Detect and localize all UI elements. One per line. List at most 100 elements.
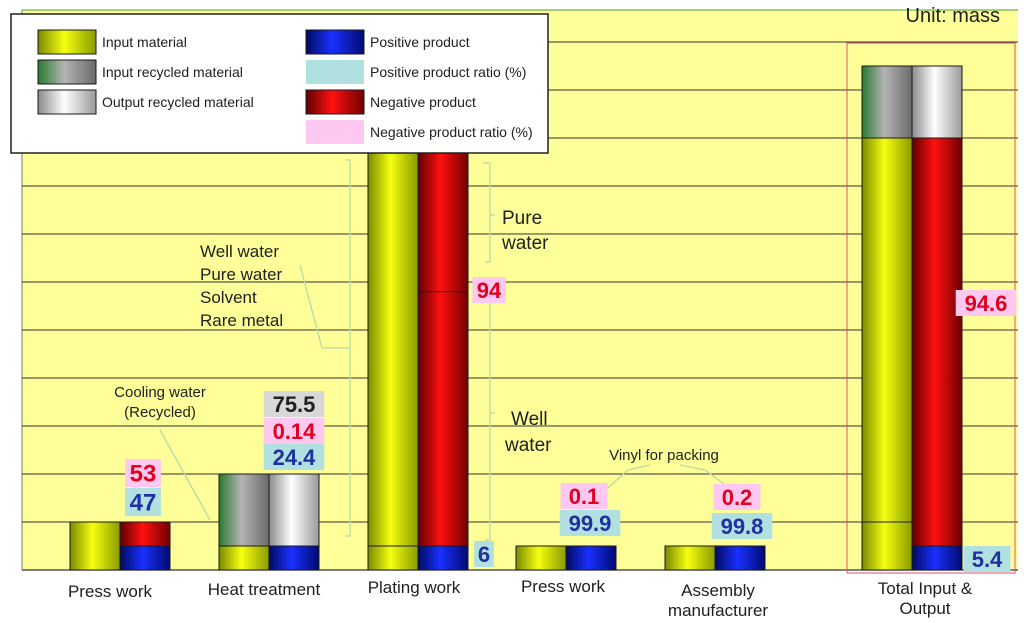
- bar-plating-work-input-input-material: [367, 147, 419, 547]
- legend-label: Positive product: [370, 34, 470, 50]
- plating-inputs-line1: Well water: [200, 242, 279, 261]
- legend-label: Negative product ratio (%): [370, 124, 533, 140]
- label-rec-75-5: 75.5: [273, 392, 316, 417]
- cooling-water-connector: [159, 429, 211, 521]
- plating-inputs-line2: Pure water: [200, 265, 283, 284]
- plating-left-bracket: [322, 159, 351, 537]
- label-box-neg: [125, 459, 161, 487]
- vinyl-connector-left: [599, 464, 651, 496]
- label-box-neg: [560, 483, 608, 509]
- label-box-pos: [711, 513, 773, 539]
- category-label-press-work-1: Press work: [68, 582, 153, 601]
- category-label-plating-work: Plating work: [368, 578, 461, 597]
- plating-left-leader: [299, 264, 323, 349]
- legend-box: [10, 13, 549, 154]
- legend: Input material Input recycled material Out…: [10, 13, 549, 154]
- legend-swatch: [306, 120, 364, 144]
- legend-items: Input material Input recycled material Out…: [37, 29, 533, 144]
- legend-item-positive-product-ratio: Positive product ratio (%): [306, 60, 526, 84]
- bar-total-input-output-output-positive-product: [911, 545, 963, 571]
- label-neg-94-6: 94.6: [965, 291, 1008, 316]
- bar-assembly-manufacturer-output-positive-product: [714, 545, 766, 571]
- label-neg-0-2: 0.2: [722, 485, 753, 510]
- bar-assembly-manufacturer-input-input-material: [664, 545, 716, 571]
- category-labels: Press work Heat treatment Plating work P…: [68, 577, 973, 620]
- label-neg-94: 94: [477, 278, 502, 303]
- legend-item-input-recycled-material: Input recycled material: [37, 59, 243, 85]
- category-label-total: Total Input & Output: [878, 579, 973, 618]
- category-label-assembly: Assembly manufacturer: [668, 581, 768, 620]
- label-neg-0-14: 0.14: [273, 419, 317, 444]
- label-box-pos: [559, 510, 621, 536]
- plating-inputs-line3: Solvent: [200, 288, 257, 307]
- bar-plating-work-input-input-material: [367, 545, 419, 571]
- label-box-pos: [263, 444, 325, 470]
- legend-item-negative-product: Negative product: [305, 89, 476, 115]
- bar-total-input-output-output-negative-product: [911, 137, 963, 547]
- bar-plating-work-output-negative-product: [417, 147, 469, 293]
- legend-swatch: [37, 89, 97, 115]
- legend-swatch: [305, 29, 365, 55]
- category-label-press-work-2: Press work: [521, 577, 606, 596]
- label-box-neg: [955, 290, 1017, 316]
- label-pos-5-4: 5.4: [972, 547, 1003, 572]
- bar-heat-treatment-output-output-recycled-material: [268, 473, 320, 547]
- label-box-pos: [963, 546, 1011, 572]
- label-box-pos: [474, 541, 494, 567]
- bar-press-work-input-input-material: [69, 521, 121, 571]
- bar-plating-work-output-negative-product: [417, 291, 469, 547]
- label-box-neg: [713, 484, 761, 510]
- legend-swatch: [37, 29, 97, 55]
- bar-press-work-output-positive-product: [119, 545, 171, 571]
- well-water-line1: Well: [511, 409, 548, 430]
- label-pos-99-9: 99.9: [569, 511, 612, 536]
- cooling-water-annotation-line2: (Recycled): [124, 404, 196, 421]
- unit-label: Unit: mass: [906, 5, 1000, 27]
- bar-heat-treatment-output-positive-product: [268, 545, 320, 571]
- legend-item-input-material: Input material: [37, 29, 187, 55]
- legend-label: Positive product ratio (%): [370, 64, 526, 80]
- bar-total-input-output-input-input-material: [861, 521, 913, 571]
- label-pos-24-4: 24.4: [273, 445, 317, 470]
- pure-water-line1: Pure: [502, 208, 542, 229]
- pure-water-line2: water: [501, 233, 549, 254]
- well-water-line2: water: [504, 435, 552, 456]
- legend-swatch: [305, 89, 365, 115]
- category-label-heat-treatment: Heat treatment: [208, 580, 321, 599]
- legend-swatch: [37, 59, 97, 85]
- legend-label: Negative product: [370, 94, 476, 110]
- label-pos-6: 6: [478, 542, 490, 567]
- legend-label: Input recycled material: [102, 64, 243, 80]
- plating-right-bracket-upper: [483, 162, 495, 263]
- bar-heat-treatment-input-input-material: [218, 545, 270, 571]
- bar-total-input-output-input-input-material: [861, 137, 913, 523]
- label-neg-53: 53: [130, 461, 157, 488]
- label-neg-0-1: 0.1: [569, 484, 600, 509]
- label-box-neg: [263, 418, 325, 444]
- vinyl-annotation: Vinyl for packing: [609, 447, 719, 464]
- legend-label: Input material: [102, 34, 187, 50]
- bars: [69, 65, 963, 571]
- bar-total-input-output-input-input-recycled-material: [861, 65, 913, 139]
- legend-item-output-recycled-material: Output recycled material: [37, 89, 254, 115]
- label-box-neg: [472, 277, 506, 303]
- bar-press-work-input-input-material: [515, 545, 567, 571]
- label-box-rec: [263, 391, 325, 417]
- bar-press-work-output-positive-product: [565, 545, 617, 571]
- annotations: Cooling water (Recycled) Well water Pure…: [114, 208, 719, 464]
- legend-swatch: [306, 60, 364, 84]
- plating-inputs-line4: Rare metal: [200, 311, 283, 330]
- bar-total-input-output-output-output-recycled-material: [911, 65, 963, 139]
- label-box-pos: [125, 488, 161, 516]
- bar-heat-treatment-input-input-recycled-material: [218, 473, 270, 547]
- label-pos-47: 47: [130, 490, 157, 517]
- bar-press-work-output-negative-product: [119, 521, 171, 547]
- cooling-water-annotation-line1: Cooling water: [114, 384, 206, 401]
- label-pos-99-8: 99.8: [721, 514, 764, 539]
- legend-item-positive-product: Positive product: [305, 29, 470, 55]
- legend-label: Output recycled material: [102, 94, 254, 110]
- bar-plating-work-output-positive-product: [417, 545, 469, 571]
- legend-item-negative-product-ratio: Negative product ratio (%): [306, 120, 533, 144]
